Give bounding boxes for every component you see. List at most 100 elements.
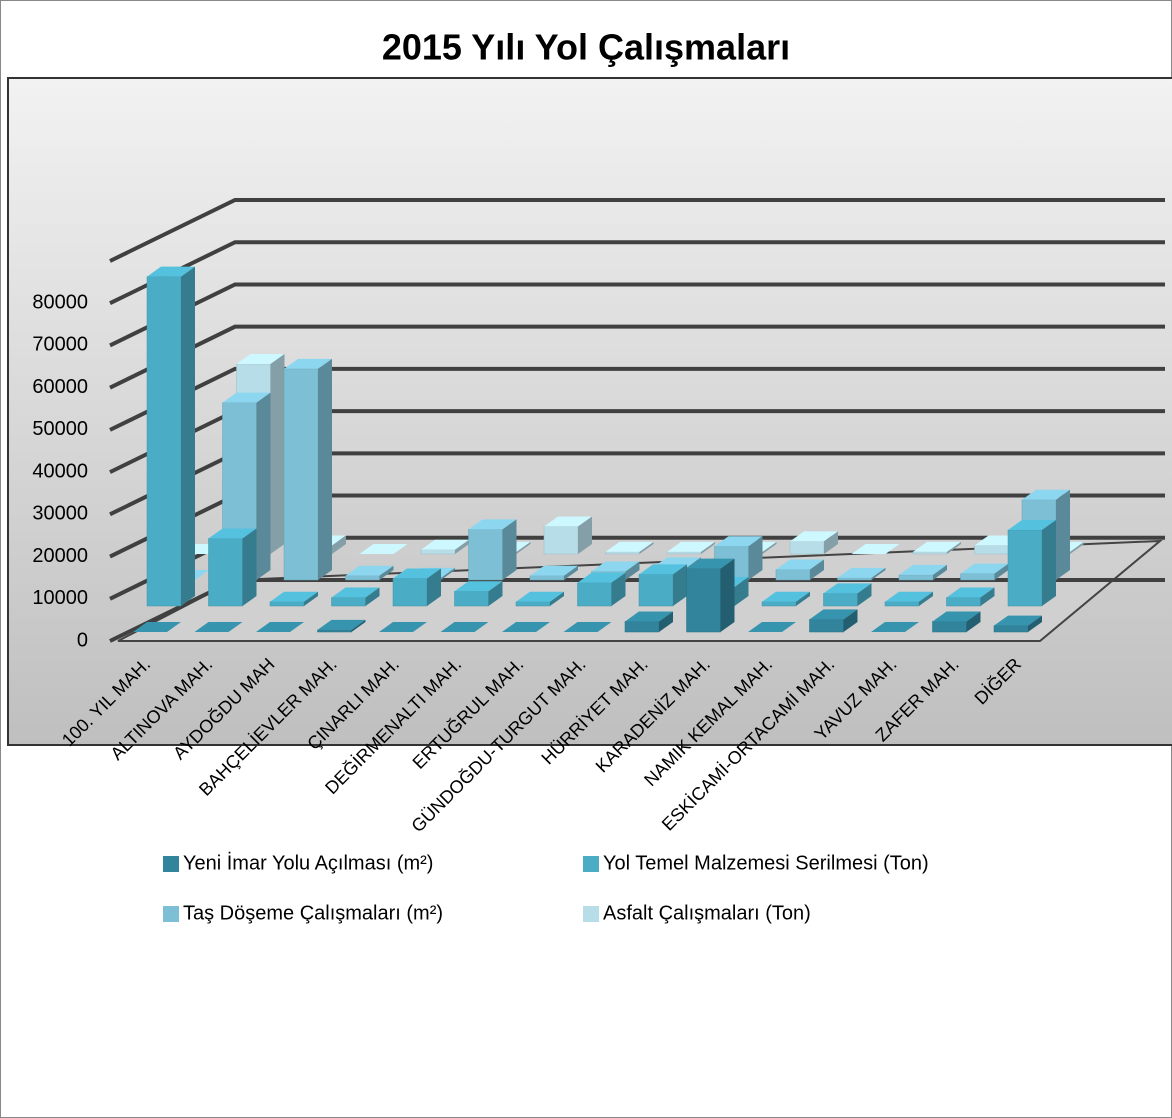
bar (283, 358, 332, 581)
bar-side (455, 539, 469, 554)
bar-side (625, 561, 640, 580)
bar-front (823, 593, 858, 607)
bar-top (345, 565, 394, 576)
bar-top (871, 622, 919, 632)
bar-front (331, 597, 366, 607)
bar-side (824, 531, 838, 554)
bar (454, 581, 503, 607)
y-tick-label: 20000 (32, 545, 88, 567)
y-tick-label: 60000 (32, 376, 88, 398)
bar-side (611, 572, 626, 606)
bar-side (488, 581, 503, 606)
bar (823, 583, 872, 607)
bar-side (1056, 489, 1070, 580)
bar-top (790, 531, 838, 542)
bar-top (639, 564, 687, 575)
bar (392, 568, 441, 607)
bar-top (932, 611, 981, 622)
bar-top (1008, 520, 1056, 530)
bar-front (208, 538, 243, 607)
bar (960, 563, 1009, 581)
bar-top (885, 591, 933, 602)
bar-top (748, 622, 796, 632)
bar (605, 541, 654, 555)
bar-top (1022, 489, 1070, 500)
bar (789, 531, 838, 555)
bar-top (194, 622, 243, 632)
bar (686, 558, 735, 633)
bar-side (720, 558, 735, 632)
legend-swatch (163, 906, 179, 922)
bar-side (947, 541, 961, 554)
bar-top (379, 622, 427, 632)
bar-side (181, 266, 195, 606)
bar-side (966, 611, 981, 632)
bar-top (913, 541, 961, 552)
bar-top (960, 563, 1009, 574)
axis-top (109, 198, 1165, 263)
bar-top (270, 591, 318, 602)
bar-front (420, 549, 456, 555)
legend-swatch (163, 856, 179, 872)
bar-front (789, 541, 825, 555)
bar-front (932, 621, 967, 633)
bar-side (1070, 541, 1084, 554)
bar-side (843, 609, 858, 632)
bar (359, 544, 408, 554)
bar-top (809, 609, 858, 620)
bar-front (146, 276, 182, 607)
bar (775, 559, 824, 581)
bar-front (345, 575, 380, 581)
bar-side (857, 583, 872, 606)
y-tick-label: 40000 (32, 460, 88, 482)
bar-side (810, 559, 824, 580)
bar (468, 519, 517, 581)
bar (256, 622, 304, 632)
bar (133, 622, 181, 632)
bar-top (667, 541, 715, 552)
bar-side (994, 563, 1009, 580)
bar-top (421, 539, 469, 550)
bar-front (884, 601, 920, 607)
bar-top (516, 591, 564, 602)
bar (515, 591, 564, 607)
bar-top (686, 558, 735, 569)
bar-front (454, 590, 489, 607)
bar-top (823, 583, 872, 594)
bar-top (317, 619, 366, 630)
bar (420, 539, 469, 555)
bar-top (284, 358, 332, 369)
bar-top (502, 622, 550, 632)
bar-front (638, 574, 674, 607)
bar (331, 587, 380, 607)
bar-front (468, 529, 503, 581)
bar-front (898, 574, 934, 581)
bar-side (871, 567, 886, 580)
bar-side (332, 535, 346, 554)
bar (993, 615, 1042, 633)
bar-side (796, 591, 810, 606)
bar-front (686, 568, 721, 633)
bar (638, 564, 687, 607)
bar (502, 622, 550, 632)
bar-top (454, 581, 503, 592)
bar (837, 567, 886, 581)
bar (884, 591, 933, 607)
bar-front (283, 368, 319, 581)
bar (932, 611, 981, 633)
bar-top (776, 559, 824, 570)
legend-label: Yeni İmar Yolu Açılması (m²) (183, 851, 433, 874)
bar-top (625, 611, 673, 622)
bar-front (317, 629, 352, 633)
bar-front (529, 575, 565, 581)
bar (577, 572, 626, 607)
bar-side (659, 611, 673, 632)
bar (871, 622, 919, 632)
chart-title: 2015 Yılı Yol Çalışmaları (382, 27, 790, 68)
bar-front (912, 551, 948, 555)
y-tick-label: 70000 (32, 334, 88, 356)
bar (146, 266, 195, 607)
bar (851, 544, 900, 554)
bar (809, 609, 858, 633)
